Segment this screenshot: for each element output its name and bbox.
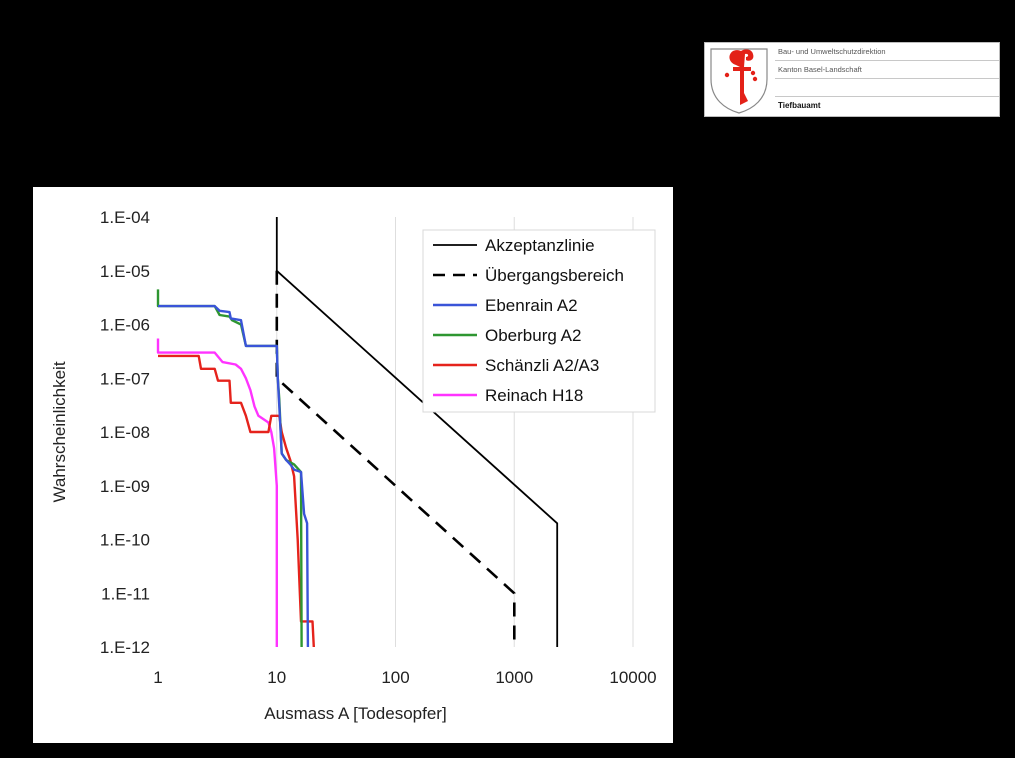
y-tick-label: 1.E-09 (100, 477, 150, 496)
x-tick-label: 100 (381, 668, 409, 687)
y-tick-label: 1.E-06 (100, 316, 150, 335)
header-line-office: Tiefbauamt (775, 97, 999, 115)
legend-label: Akzeptanzlinie (485, 236, 595, 255)
header-logo-box: Bau- und Umweltschutzdirektion Kanton Ba… (704, 42, 1000, 117)
y-tick-label: 1.E-12 (100, 638, 150, 657)
x-tick-label: 1 (153, 668, 162, 687)
y-tick-label: 1.E-04 (100, 208, 150, 227)
legend-label: Übergangsbereich (485, 266, 624, 285)
legend-box (423, 230, 655, 412)
x-tick-label: 1000 (495, 668, 533, 687)
series-line-6 (158, 339, 277, 648)
fn-chart: 1 10 100 1000 10000 1.E-04 1.E-05 1.E-06 1.E-07 1… (33, 187, 673, 743)
chart-panel: 1 10 100 1000 10000 1.E-04 1.E-05 1.E-06 1.E-07 1… (33, 187, 673, 743)
series-line-5 (158, 356, 314, 647)
legend-label: Oberburg A2 (485, 326, 581, 345)
header-line-blank (775, 79, 999, 97)
y-tick-label: 1.E-10 (100, 531, 150, 550)
legend-label: Reinach H18 (485, 386, 583, 405)
crest-icon (707, 45, 771, 115)
header-line-department: Bau- und Umweltschutzdirektion (775, 43, 999, 61)
chart-legend: Akzeptanzlinie Übergangsbereich Ebenrain A… (423, 230, 655, 412)
y-tick-label: 1.E-11 (101, 584, 150, 603)
series-line-4 (158, 289, 302, 647)
y-tick-label: 1.E-07 (100, 369, 150, 388)
x-axis-title: Ausmass A [Todesopfer] (264, 704, 446, 723)
legend-label: Ebenrain A2 (485, 296, 578, 315)
y-tick-label: 1.E-05 (100, 262, 150, 281)
series-line-3 (158, 306, 308, 647)
header-line-canton: Kanton Basel-Landschaft (775, 61, 999, 79)
x-tick-label: 10 (267, 668, 286, 687)
y-tick-label: 1.E-08 (100, 423, 150, 442)
x-tick-label: 10000 (609, 668, 656, 687)
y-axis-title: Wahrscheinlichkeit (50, 361, 69, 502)
legend-label: Schänzli A2/A3 (485, 356, 599, 375)
